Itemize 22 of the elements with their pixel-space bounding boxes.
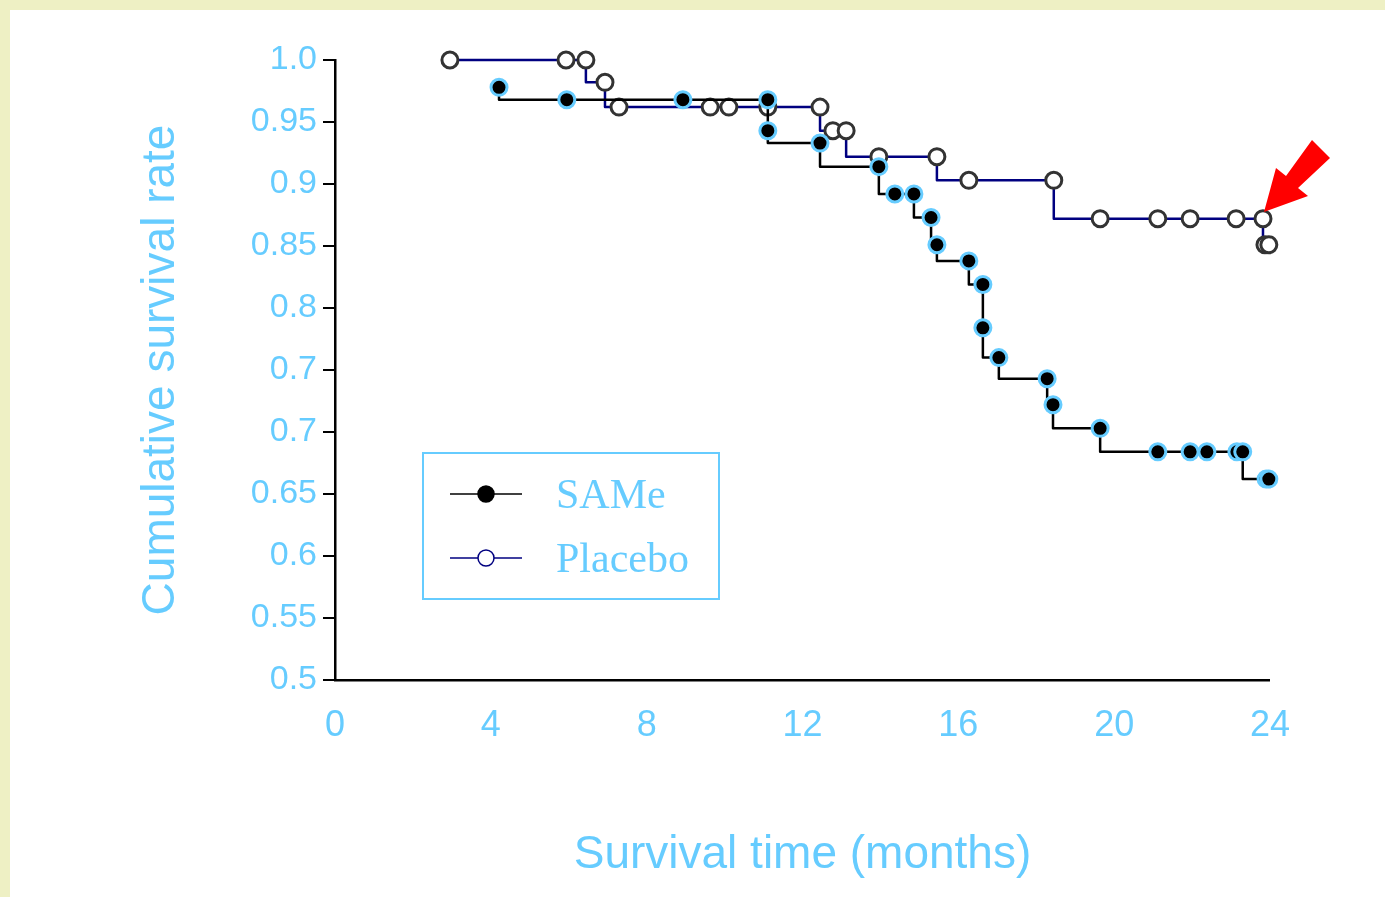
legend-label: Placebo — [556, 534, 689, 582]
x-axis-title: Survival time (months) — [573, 826, 1032, 879]
x-tick-label: 24 — [1249, 702, 1291, 744]
y-tick-label: 0.95 — [250, 100, 317, 139]
y-tick-label: 0.85 — [250, 224, 317, 263]
x-tick-label: 20 — [1094, 702, 1135, 744]
y-tick-label: 0.9 — [269, 162, 317, 201]
x-tick-label: 0 — [324, 702, 346, 744]
y-tick-label: 0.7 — [269, 348, 317, 387]
y-tick-label: 1.0 — [269, 38, 317, 77]
y-tick-label: 0.55 — [250, 596, 317, 635]
x-tick-label: 12 — [782, 702, 823, 744]
x-tick-label: 16 — [938, 702, 979, 744]
x-tick-label: 8 — [636, 702, 657, 744]
x-tick-label: 4 — [480, 702, 501, 744]
y-tick-label: 0.6 — [269, 534, 317, 573]
y-tick-label: 0.7 — [269, 410, 317, 449]
y-tick-label: 0.5 — [269, 658, 317, 697]
y-tick-label: 0.65 — [250, 472, 317, 511]
y-axis-title: Cumulative survival rate — [132, 124, 185, 616]
y-tick-label: 0.8 — [269, 286, 317, 325]
legend-label: SAMe — [556, 470, 666, 518]
